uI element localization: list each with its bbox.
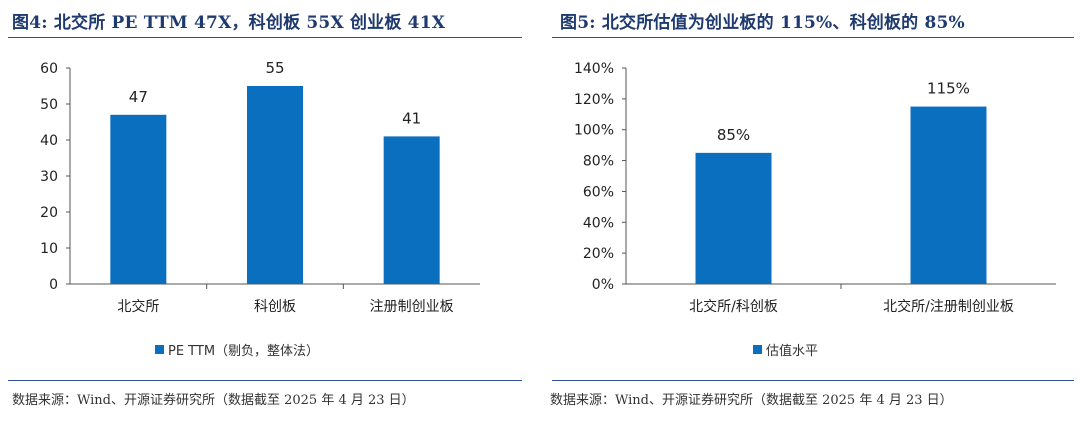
- title-underline: [8, 37, 522, 38]
- y-tick-label: 80%: [583, 154, 614, 170]
- legend-swatch: [753, 345, 762, 354]
- y-tick-label: 40%: [583, 215, 614, 231]
- data-label: 47: [129, 88, 148, 106]
- bar: [110, 114, 167, 284]
- bar: [695, 152, 772, 284]
- bar-chart-pe: 0 10 20 30 40 50 60 47 北交所 55 科创板 41 注册制创业板: [40, 59, 480, 315]
- x-tick-label: 北交所: [117, 298, 159, 315]
- data-label: 85%: [717, 126, 750, 144]
- source-rule: [552, 380, 1074, 381]
- x-tick-label: 北交所/注册制创业板: [883, 298, 1014, 315]
- x-tick-label: 科创板: [254, 299, 296, 315]
- bar-chart-ratio: 0% 20% 40% 60% 80% 100% 120% 140% 85% 北交所/科创板 115%…: [574, 61, 1056, 315]
- y-tick-label: 40: [40, 133, 58, 149]
- chart-title: 图4: 北交所 PE TTM 47X，科创板 55X 创业板 41X: [12, 13, 446, 33]
- source-rule: [8, 380, 522, 381]
- chart-legend: 估值水平: [753, 340, 818, 359]
- source-note: 数据来源：Wind、开源证券研究所（数据截至 2025 年 4 月 23 日）: [550, 393, 953, 408]
- y-tick-label: 50: [40, 97, 58, 113]
- y-tick-label: 120%: [574, 92, 614, 108]
- y-tick-label: 20: [40, 205, 58, 221]
- y-tick-label: 60%: [583, 184, 614, 200]
- chart-panel-pe: 图4: 北交所 PE TTM 47X，科创板 55X 创业板 41X 0 10 20…: [0, 0, 530, 429]
- legend-label: PE TTM（剔负，整体法）: [168, 344, 320, 359]
- y-tick-label: 140%: [574, 61, 614, 77]
- chart-legend: PE TTM（剔负，整体法）: [155, 340, 319, 359]
- data-label: 115%: [927, 80, 970, 98]
- title-underline: [552, 37, 1074, 38]
- bar: [383, 136, 440, 284]
- x-tick-label: 北交所/科创板: [689, 298, 778, 315]
- data-label: 55: [265, 59, 284, 77]
- y-tick-label: 100%: [574, 123, 614, 139]
- y-tick-label: 30: [40, 169, 58, 185]
- y-tick-label: 10: [40, 241, 58, 257]
- chart-title: 图5: 北交所估值为创业板的 115%、科创板的 85%: [560, 13, 965, 33]
- y-tick-label: 60: [40, 61, 58, 77]
- chart-panel-ratio: 图5: 北交所估值为创业板的 115%、科创板的 85% 0% 20% 40% 60%…: [548, 0, 1080, 429]
- x-tick-label: 注册制创业板: [370, 299, 454, 315]
- data-label: 41: [402, 109, 421, 127]
- bar: [910, 106, 987, 284]
- source-note: 数据来源：Wind、开源证券研究所（数据截至 2025 年 4 月 23 日）: [12, 393, 415, 408]
- bar: [247, 86, 303, 284]
- y-tick-label: 0: [49, 277, 58, 293]
- legend-swatch: [155, 345, 164, 354]
- legend-label: 估值水平: [766, 344, 819, 359]
- y-tick-label: 20%: [583, 246, 614, 262]
- y-tick-label: 0%: [592, 277, 614, 293]
